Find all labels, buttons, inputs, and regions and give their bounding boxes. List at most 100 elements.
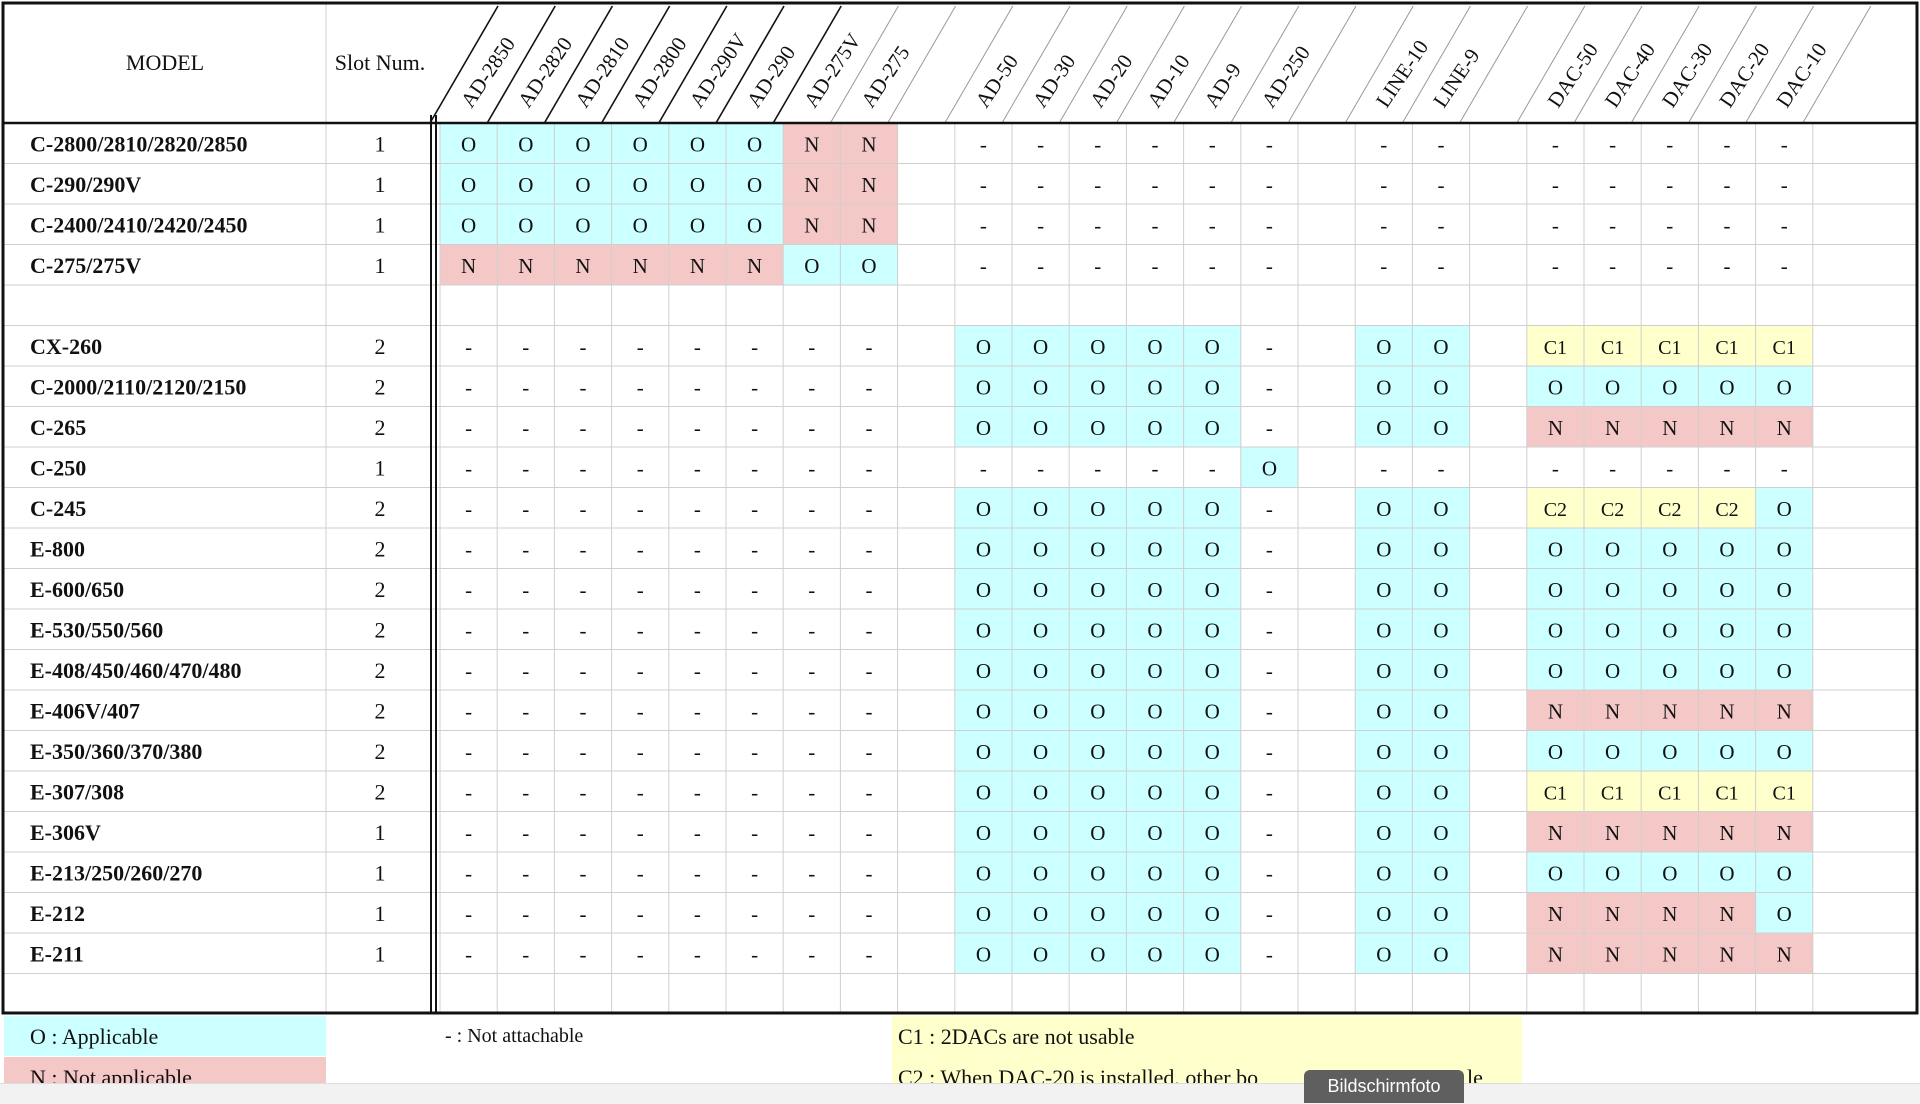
compat-cell: - <box>580 659 587 683</box>
compat-cell: - <box>808 740 815 764</box>
compat-cell: O <box>976 740 991 764</box>
compat-cell: O <box>976 618 991 642</box>
compat-cell: - <box>1266 213 1273 237</box>
cell-bg <box>1641 528 1699 569</box>
compat-cell: - <box>751 456 758 480</box>
compat-cell: N <box>1777 416 1792 440</box>
cell-bg <box>1584 568 1642 609</box>
compat-cell: - <box>866 537 873 561</box>
compat-cell: - <box>1037 213 1044 237</box>
compat-cell: N <box>1548 416 1563 440</box>
compat-cell: - <box>1094 456 1101 480</box>
cell-bg <box>1526 366 1584 407</box>
cell-bg <box>954 568 1012 609</box>
compat-cell: O <box>1033 416 1048 440</box>
compat-cell: O <box>1662 618 1677 642</box>
compat-cell: - <box>522 861 529 885</box>
compat-cell: - <box>1380 132 1387 156</box>
compat-cell: O <box>1033 861 1048 885</box>
cell-bg <box>1355 852 1413 893</box>
compat-cell: - <box>465 456 472 480</box>
cell-bg <box>1012 366 1070 407</box>
compat-cell: - <box>637 659 644 683</box>
compat-cell: - <box>1266 821 1273 845</box>
slot-cell: 1 <box>375 455 386 480</box>
compat-cell: - <box>580 578 587 602</box>
compat-cell: - <box>637 821 644 845</box>
compat-cell: - <box>465 537 472 561</box>
compat-cell: - <box>522 659 529 683</box>
compat-cell: - <box>1724 173 1731 197</box>
compat-cell: - <box>1438 456 1445 480</box>
compat-cell: O <box>1033 740 1048 764</box>
compat-cell: O <box>976 659 991 683</box>
compat-cell: - <box>694 902 701 926</box>
compat-cell: - <box>1266 497 1273 521</box>
cell-bg <box>1755 528 1813 569</box>
compat-cell: C1 <box>1544 782 1567 804</box>
compat-cell: O <box>1147 699 1162 723</box>
cell-bg <box>954 528 1012 569</box>
header-diagonal <box>1516 5 1586 124</box>
compat-cell: O <box>1605 740 1620 764</box>
cell-bg <box>1584 406 1642 447</box>
compat-cell: - <box>866 902 873 926</box>
compat-cell: - <box>1380 254 1387 278</box>
compat-cell: O <box>1090 740 1105 764</box>
cell-bg <box>726 204 784 245</box>
cell-bg <box>840 123 898 164</box>
compat-cell: - <box>1666 456 1673 480</box>
compat-cell: O <box>1548 861 1563 885</box>
compat-cell: - <box>866 699 873 723</box>
compat-cell: N <box>804 213 819 237</box>
compat-cell: - <box>1781 173 1788 197</box>
compat-cell: O <box>1205 335 1220 359</box>
compat-cell: - <box>522 699 529 723</box>
cell-bg <box>1412 852 1470 893</box>
compat-cell: - <box>522 618 529 642</box>
compat-cell: - <box>866 659 873 683</box>
compat-cell: C1 <box>1773 337 1796 359</box>
compat-cell: - <box>580 456 587 480</box>
model-cell: CX-260 <box>30 334 102 359</box>
cell-bg <box>497 244 555 285</box>
compat-cell: O <box>1205 821 1220 845</box>
compat-cell: O <box>1205 375 1220 399</box>
compat-cell: - <box>1380 456 1387 480</box>
cell-bg <box>954 852 1012 893</box>
compat-cell: O <box>1376 578 1391 602</box>
compat-cell: - <box>465 335 472 359</box>
cell-bg <box>1012 852 1070 893</box>
compat-cell: O <box>1205 902 1220 926</box>
cell-bg <box>1698 933 1756 974</box>
compat-cell: - <box>694 537 701 561</box>
cell-bg <box>1012 892 1070 933</box>
compat-cell: - <box>1552 254 1559 278</box>
bottom-bar <box>0 1083 1920 1104</box>
compat-cell: O <box>976 861 991 885</box>
compat-cell: O <box>1433 416 1448 440</box>
compat-cell: - <box>1609 132 1616 156</box>
compat-cell: O <box>1433 335 1448 359</box>
compat-cell: O <box>1147 740 1162 764</box>
compat-cell: - <box>465 821 472 845</box>
compat-cell: O <box>633 173 648 197</box>
compat-cell: O <box>976 699 991 723</box>
cell-bg <box>554 123 612 164</box>
compat-cell: - <box>808 618 815 642</box>
cell-bg <box>1698 649 1756 690</box>
compat-cell: O <box>1376 902 1391 926</box>
compat-cell: O <box>1605 659 1620 683</box>
compat-cell: N <box>1548 821 1563 845</box>
compat-cell: O <box>1147 335 1162 359</box>
compat-cell: O <box>1605 375 1620 399</box>
compat-cell: - <box>465 375 472 399</box>
cell-bg <box>1355 325 1413 366</box>
compat-cell: - <box>751 942 758 966</box>
compat-cell: - <box>808 497 815 521</box>
compat-cell: - <box>637 375 644 399</box>
cell-bg <box>1755 406 1813 447</box>
compat-cell: - <box>1094 173 1101 197</box>
compat-cell: O <box>1433 497 1448 521</box>
compat-cell: - <box>751 861 758 885</box>
